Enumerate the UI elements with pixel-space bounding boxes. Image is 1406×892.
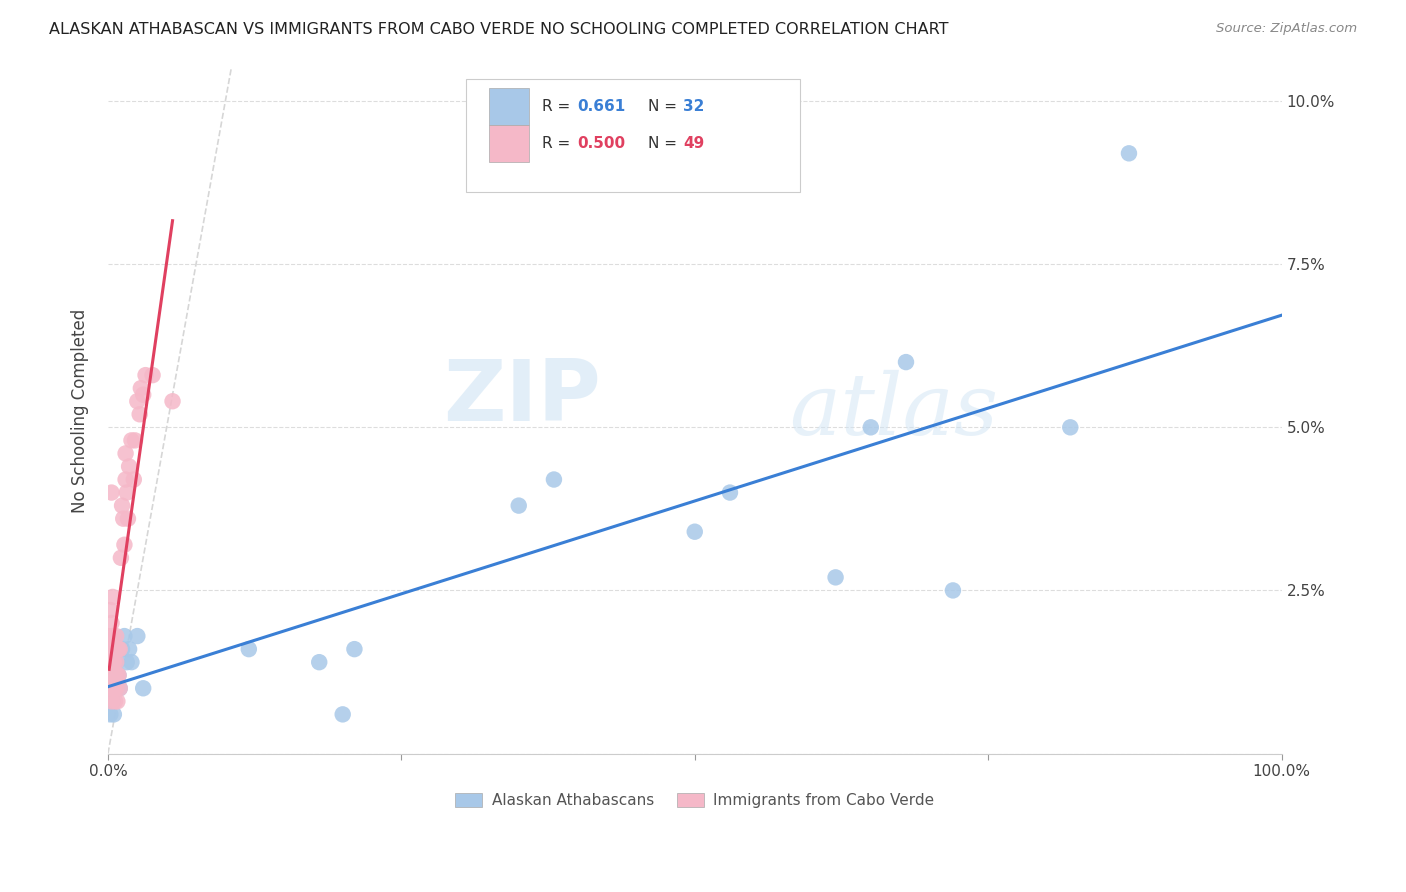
Point (105, 655, 128, 669)
Point (101, 681, 124, 696)
Point (508, 499, 530, 513)
Point (120, 655, 142, 669)
Point (132, 387, 155, 401)
Point (124, 434, 146, 448)
Y-axis label: No Schooling Completed: No Schooling Completed (72, 309, 89, 513)
Point (129, 381, 152, 395)
Text: N =: N = (648, 99, 682, 113)
Point (101, 694, 124, 708)
Point (111, 642, 134, 657)
Point (101, 655, 124, 669)
Point (332, 707, 354, 722)
Point (105, 629, 128, 643)
Point (101, 629, 124, 643)
Point (115, 485, 138, 500)
Point (103, 642, 125, 657)
Point (824, 570, 846, 584)
Point (105, 681, 128, 696)
Point (105, 681, 128, 696)
Point (162, 394, 184, 409)
Point (115, 655, 138, 669)
Text: R =: R = (543, 99, 575, 113)
Point (308, 655, 330, 669)
Point (894, 355, 917, 369)
Point (1118, 146, 1140, 161)
FancyBboxPatch shape (489, 87, 529, 125)
Point (108, 681, 131, 696)
Point (543, 473, 565, 487)
Point (104, 668, 127, 682)
Text: Source: ZipAtlas.com: Source: ZipAtlas.com (1216, 22, 1357, 36)
Point (107, 668, 129, 682)
Text: ZIP: ZIP (443, 356, 600, 439)
Point (118, 642, 141, 657)
Point (104, 642, 127, 657)
Point (117, 511, 139, 525)
Point (98, 668, 121, 682)
Point (238, 642, 260, 657)
Legend: Alaskan Athabascans, Immigrants from Cabo Verde: Alaskan Athabascans, Immigrants from Cab… (449, 787, 941, 814)
Point (683, 524, 706, 539)
Point (118, 459, 141, 474)
Point (100, 642, 122, 657)
Point (103, 655, 125, 669)
Point (107, 668, 129, 682)
Point (104, 668, 127, 682)
FancyBboxPatch shape (489, 126, 529, 162)
Point (111, 499, 134, 513)
Point (101, 590, 124, 604)
Point (108, 681, 131, 696)
FancyBboxPatch shape (465, 78, 800, 192)
Point (942, 583, 965, 598)
Point (122, 473, 145, 487)
Point (98, 648, 121, 663)
Point (135, 368, 157, 383)
Point (98, 629, 121, 643)
Point (100, 668, 122, 682)
Text: 32: 32 (683, 99, 704, 113)
Point (128, 407, 150, 421)
Point (100, 694, 122, 708)
Text: R =: R = (543, 136, 575, 152)
Point (127, 394, 149, 409)
Point (120, 434, 142, 448)
Text: N =: N = (648, 136, 682, 152)
Point (98, 707, 121, 722)
Point (105, 642, 128, 657)
Text: 49: 49 (683, 136, 704, 152)
Point (98, 681, 121, 696)
Point (105, 694, 128, 708)
Point (132, 681, 155, 696)
Point (104, 694, 127, 708)
Text: ALASKAN ATHABASCAN VS IMMIGRANTS FROM CABO VERDE NO SCHOOLING COMPLETED CORRELAT: ALASKAN ATHABASCAN VS IMMIGRANTS FROM CA… (49, 22, 949, 37)
Point (112, 629, 135, 643)
Text: 0.661: 0.661 (578, 99, 626, 113)
Point (107, 642, 129, 657)
Point (105, 655, 128, 669)
Point (1059, 420, 1081, 434)
Point (718, 485, 741, 500)
Point (105, 668, 128, 682)
Point (100, 615, 122, 630)
Point (105, 642, 128, 657)
Point (114, 473, 136, 487)
Point (101, 681, 124, 696)
Point (859, 420, 882, 434)
Point (98, 603, 121, 617)
Point (112, 538, 135, 552)
Point (103, 707, 125, 722)
Point (100, 694, 122, 708)
Point (114, 446, 136, 460)
Point (343, 642, 366, 657)
Text: atlas: atlas (789, 369, 998, 452)
Point (100, 485, 122, 500)
Point (127, 629, 149, 643)
Point (103, 681, 125, 696)
Point (108, 642, 131, 657)
Point (142, 368, 165, 383)
Point (110, 550, 132, 565)
Text: 0.500: 0.500 (578, 136, 626, 152)
Point (112, 511, 135, 525)
